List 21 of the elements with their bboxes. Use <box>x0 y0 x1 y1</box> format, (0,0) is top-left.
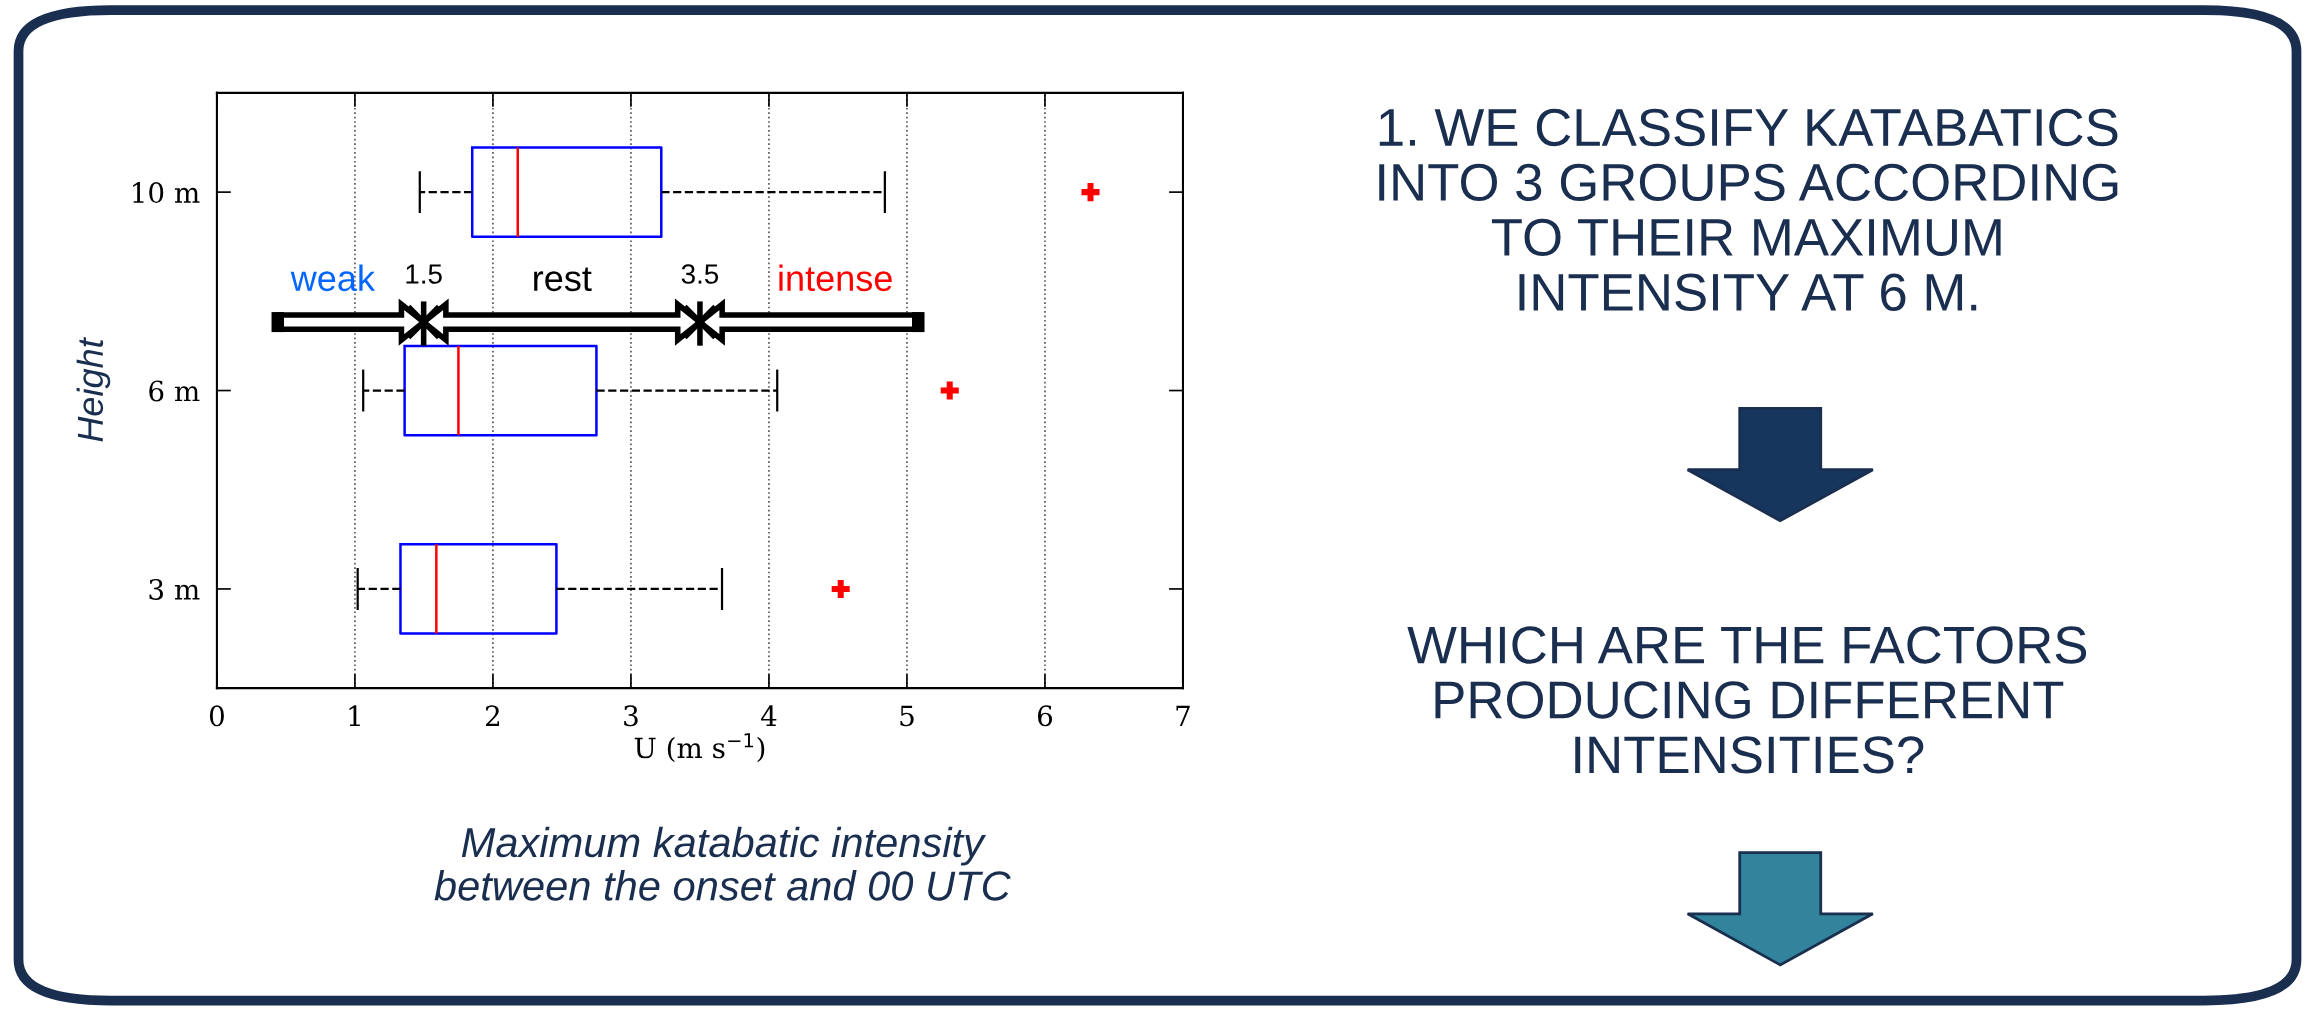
x-tick-label: 7 <box>1176 705 1190 726</box>
x-tick-label: 0 <box>209 705 224 727</box>
x-tick-label: 3 <box>624 705 638 727</box>
text: WHICH ARE THE FACTORS PRODUCING DIFFERENT INTENSITIES? <box>1407 626 2087 774</box>
text: Maximum katabatic intensity between the onset and 00 UTC <box>434 826 1011 901</box>
y-axis-title: Height <box>76 337 111 442</box>
y-tick-label: 10 m <box>133 182 200 204</box>
x-tick-label: 1 <box>349 705 360 726</box>
y-tick-label: 6 m <box>149 380 200 402</box>
annotation: 3.5 <box>681 264 719 284</box>
x-axis-title: U (m s$^{−1}$) <box>634 733 765 763</box>
annotation: weak <box>290 264 376 292</box>
text: 1. WE CLASSIFY KATABATICS INTO 3 GROUPS ACCORDING TO THEIR MAXIMUM INTENSITY AT 6 M. <box>1379 108 2118 311</box>
y-tick-label: 3 m <box>149 578 200 600</box>
annotation: 1.5 <box>406 264 442 284</box>
annotation: rest <box>534 267 592 292</box>
x-tick-label: 4 <box>760 705 777 726</box>
x-tick-label: 5 <box>900 705 914 727</box>
annotation: intense <box>779 264 892 292</box>
x-tick-label: 2 <box>485 705 500 726</box>
x-tick-label: 6 <box>1037 705 1053 727</box>
